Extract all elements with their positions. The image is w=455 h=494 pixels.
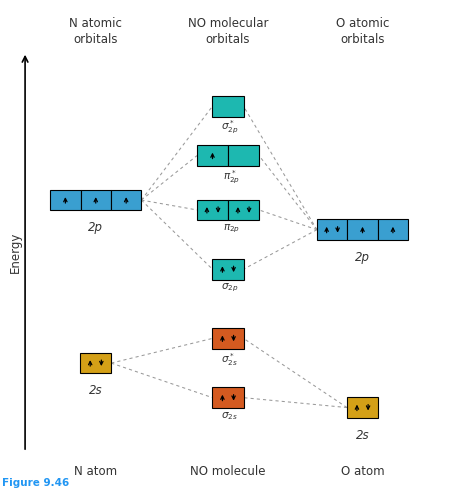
Text: $\sigma_{2s}$: $\sigma_{2s}$ [221,411,238,422]
Text: 2p: 2p [354,251,369,264]
Text: $\sigma^*_{2s}$: $\sigma^*_{2s}$ [221,351,238,368]
Text: Figure 9.46: Figure 9.46 [2,478,69,488]
Bar [228,145,258,166]
Text: 2s: 2s [355,429,369,442]
Text: $\sigma^*_{2p}$: $\sigma^*_{2p}$ [220,119,238,136]
Text: 2p: 2p [88,221,103,234]
Bar [111,190,141,210]
Bar [377,219,407,240]
Bar [228,200,258,220]
Text: 2s: 2s [89,384,102,397]
Bar [346,397,377,418]
Text: O atom: O atom [340,465,384,478]
Bar [81,190,111,210]
Text: $\sigma_{2p}$: $\sigma_{2p}$ [220,282,238,294]
Bar [197,200,228,220]
Bar [316,219,347,240]
Bar [212,259,243,280]
Text: Energy: Energy [9,231,21,273]
Text: $\pi_{2p}$: $\pi_{2p}$ [222,223,239,235]
Text: NO molecular
orbitals: NO molecular orbitals [187,17,268,46]
Bar [80,353,111,373]
Text: O atomic
orbitals: O atomic orbitals [335,17,389,46]
Text: N atom: N atom [74,465,117,478]
Bar [50,190,81,210]
Text: NO molecule: NO molecule [190,465,265,478]
Bar [212,387,243,408]
Text: N atomic
orbitals: N atomic orbitals [69,17,122,46]
Bar [212,96,243,117]
Bar [197,145,228,166]
Bar [347,219,377,240]
Text: $\pi^*_{2p}$: $\pi^*_{2p}$ [222,168,239,186]
Bar [212,328,243,349]
